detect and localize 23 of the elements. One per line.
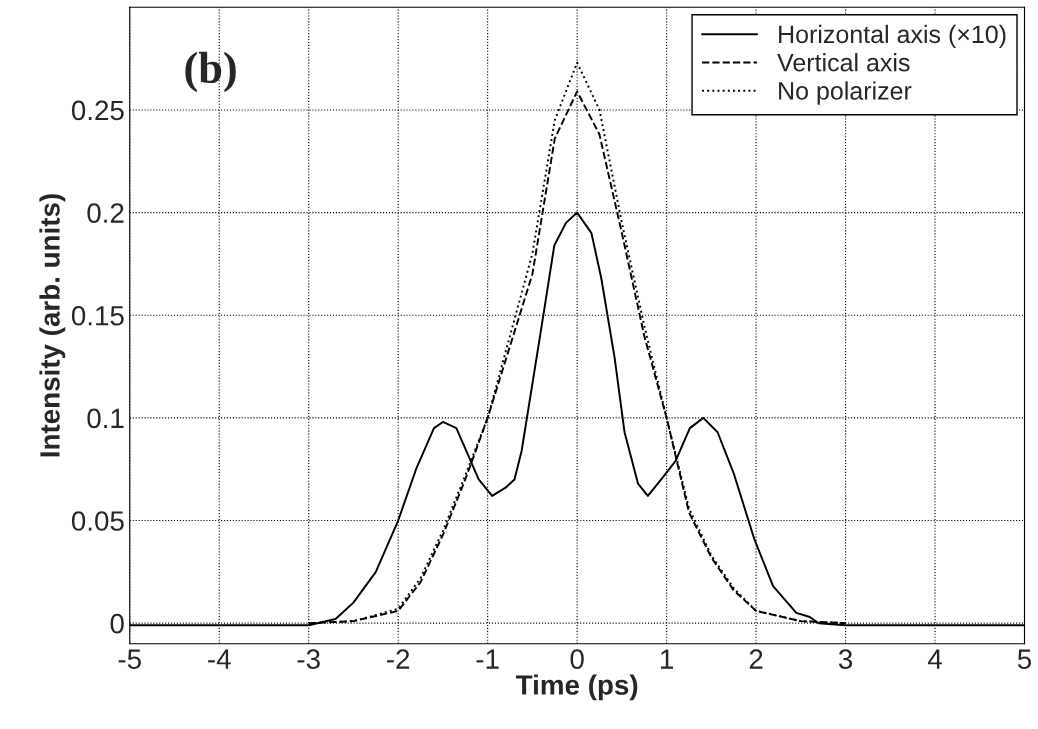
x-tick-label: 4 [927, 649, 942, 669]
x-tick-label: -5 [118, 649, 141, 669]
x-tick-label: 0 [570, 649, 584, 669]
x-tick-label: -3 [297, 649, 320, 669]
x-tick-label: 1 [661, 649, 673, 669]
annotation: (b) [185, 51, 236, 93]
y-tick-label: 0.25 [71, 100, 124, 121]
y-tick-label: 0.1 [87, 408, 124, 429]
legend-label: Horizontal axis (×10) [779, 24, 1006, 49]
legend-label: No polarizer [779, 81, 912, 105]
x-tick-label: -4 [208, 649, 231, 669]
x-tick-label: 2 [749, 649, 763, 669]
x-tick-label: -1 [476, 649, 499, 669]
x-tick-label: 3 [838, 649, 853, 669]
x-axis-title: Time (ps) [515, 674, 638, 701]
y-tick-label: 0.15 [71, 305, 124, 326]
y-tick-label: 0.05 [71, 511, 124, 531]
x-tick-label: 5 [1017, 649, 1032, 669]
y-tick-label: 0.2 [87, 203, 124, 223]
legend-label: Vertical axis [777, 53, 910, 72]
y-axis-title: Intensity (arb. units) [39, 194, 66, 457]
x-tick-label: -2 [387, 649, 410, 669]
y-tick-label: 0 [110, 613, 124, 634]
